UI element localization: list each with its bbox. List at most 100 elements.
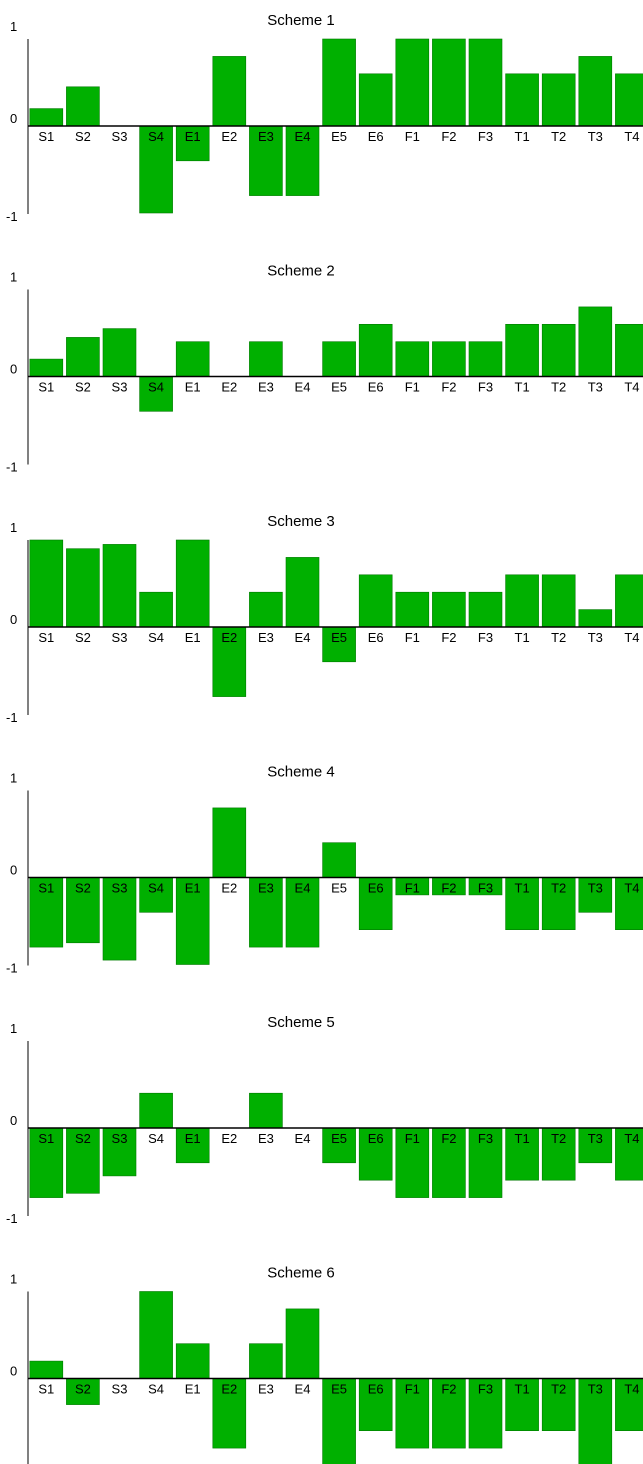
bar-e6 [358, 1127, 393, 1181]
category-label: T4 [624, 1131, 639, 1146]
bar-t3 [578, 1378, 613, 1464]
category-label: E6 [368, 630, 384, 645]
y-tick-label: -1 [6, 209, 18, 224]
bar-e3 [249, 1343, 283, 1379]
category-label: S3 [112, 129, 128, 144]
category-label: E5 [331, 881, 347, 896]
bar-e5 [322, 38, 356, 127]
category-label: F2 [441, 1382, 456, 1397]
category-label: E1 [185, 380, 201, 395]
bar-t2 [541, 877, 576, 931]
category-label: E4 [295, 630, 311, 645]
category-label: T2 [551, 1382, 566, 1397]
category-label: E3 [258, 380, 274, 395]
category-label: E2 [221, 380, 237, 395]
chart-title: Scheme 4 [267, 764, 335, 781]
category-label: F3 [478, 1382, 493, 1397]
bar-e6 [358, 574, 393, 628]
category-label: T3 [588, 129, 603, 144]
bar-e1 [175, 1343, 210, 1379]
bar-t3 [578, 56, 613, 127]
bar-t4 [615, 323, 643, 377]
category-label: T4 [624, 1382, 639, 1397]
y-tick-label: -1 [6, 1462, 18, 1464]
category-label: S1 [38, 630, 54, 645]
bar-e3 [249, 877, 283, 948]
bar-t1 [505, 574, 539, 628]
bar-e4 [285, 1308, 320, 1379]
y-tick-label: 1 [10, 520, 17, 535]
chart-panel: Scheme 5 1 0 -1 S1 S2 S3 S4 E1 E2 E3 E4 E5 E6 F1 F2 F3 T1… [6, 1014, 643, 1226]
category-label: F2 [441, 380, 456, 395]
category-label: T2 [551, 380, 566, 395]
category-label: F2 [441, 881, 456, 896]
bar-e1 [175, 125, 210, 162]
bar-e2 [212, 56, 247, 127]
category-label: E4 [295, 129, 311, 144]
bar-s3 [102, 877, 137, 961]
category-label: T1 [515, 1382, 530, 1397]
bar-f3 [468, 591, 503, 628]
bar-t2 [541, 1378, 576, 1432]
category-label: F1 [405, 129, 420, 144]
category-label: S3 [112, 380, 128, 395]
bar-t1 [505, 1127, 539, 1181]
category-label: F2 [441, 129, 456, 144]
bar-f1 [395, 1127, 430, 1198]
category-label: E1 [185, 630, 201, 645]
bar-t3 [578, 306, 613, 377]
chart-panel: Scheme 3 1 0 -1 S1 S2 S3 S4 E1 E2 E3 E4 E5 E6 F1 F2 F3 T1… [6, 513, 643, 725]
bar-e3 [249, 591, 283, 628]
category-label: F1 [405, 1382, 420, 1397]
bar-s2 [66, 86, 100, 127]
bar-f1 [395, 1378, 430, 1449]
chart-panel: Scheme 6 1 0 -1 S1 S2 S3 S4 E1 E2 E3 E4 E5 E6 F1 F2 F3 T1… [6, 1265, 643, 1464]
category-label: E4 [295, 881, 311, 896]
category-label: F2 [441, 630, 456, 645]
bar-s1 [29, 108, 64, 127]
category-label: S4 [148, 1131, 164, 1146]
category-label: E5 [331, 630, 347, 645]
bar-t4 [615, 1127, 643, 1181]
chart-panel: Scheme 2 1 0 -1 S1 S2 S3 S4 E1 E2 E3 E4 E5 E6 F1 F2 F3 T1… [6, 263, 643, 475]
category-label: T3 [588, 1382, 603, 1397]
category-label: S1 [38, 1382, 54, 1397]
chart-title: Scheme 1 [267, 12, 335, 29]
y-tick-label: -1 [6, 460, 18, 475]
category-label: T3 [588, 380, 603, 395]
y-tick-label: 0 [10, 362, 17, 377]
bar-e2 [212, 807, 247, 878]
category-label: T4 [624, 881, 639, 896]
bar-t4 [615, 574, 643, 628]
bar-f3 [468, 38, 503, 127]
bar-s1 [29, 877, 64, 948]
category-label: E4 [295, 1131, 311, 1146]
category-label: E6 [368, 1131, 384, 1146]
category-label: E2 [221, 1382, 237, 1397]
bar-t1 [505, 1378, 539, 1432]
category-label: E5 [331, 1131, 347, 1146]
bar-s4 [139, 1092, 173, 1129]
bar-t2 [541, 323, 576, 377]
bar-e2 [212, 1378, 247, 1449]
y-tick-label: 1 [10, 1021, 17, 1036]
category-label: T2 [551, 630, 566, 645]
bar-t4 [615, 73, 643, 127]
bar-s3 [102, 544, 137, 628]
category-label: T3 [588, 1131, 603, 1146]
chart-panel: Scheme 1 1 0 -1 S1 S2 S3 S4 E1 E2 E3 E4 E5 E6 F1 F2 F3 T1… [6, 12, 643, 224]
category-label: S4 [148, 129, 164, 144]
bar-f2 [432, 38, 466, 127]
category-label: E6 [368, 1382, 384, 1397]
bar-t3 [578, 609, 613, 628]
category-label: E6 [368, 380, 384, 395]
bar-s2 [66, 877, 100, 944]
y-tick-label: 1 [10, 1272, 17, 1287]
bar-e5 [322, 626, 356, 663]
category-label: T4 [624, 380, 639, 395]
bar-t1 [505, 877, 539, 931]
chart-title: Scheme 2 [267, 263, 335, 280]
category-label: T1 [515, 1131, 530, 1146]
category-label: T2 [551, 129, 566, 144]
